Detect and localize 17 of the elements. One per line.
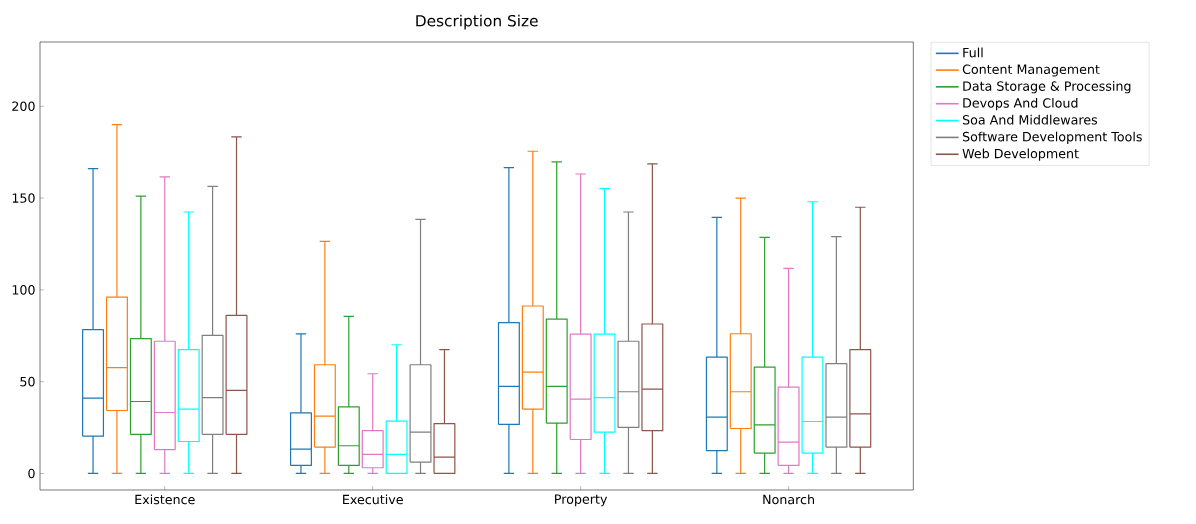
legend-label: Soa And Middlewares: [962, 114, 1098, 125]
y-tick-label: 50: [20, 376, 35, 387]
x-tick-label: Property: [555, 494, 608, 507]
chart-title: Description Size: [416, 14, 538, 30]
legend-label: Data Storage & Processing: [963, 81, 1131, 94]
legend-label: Full: [963, 47, 983, 58]
x-tick-label: Nonarch: [763, 494, 814, 505]
x-tick-label: Existence: [135, 494, 195, 505]
legend-label: Devops And Cloud: [963, 97, 1078, 111]
y-tick-label: 0: [28, 468, 35, 479]
legend-label: Software Development Tools: [962, 131, 1142, 144]
y-tick-label: 150: [12, 193, 35, 203]
y-tick-label: 200: [12, 101, 35, 112]
legend-label: Web Development: [962, 148, 1079, 161]
legend-label: Content Management: [962, 64, 1100, 77]
y-tick-label: 100: [12, 285, 35, 295]
x-tick-label: Executive: [343, 494, 403, 505]
